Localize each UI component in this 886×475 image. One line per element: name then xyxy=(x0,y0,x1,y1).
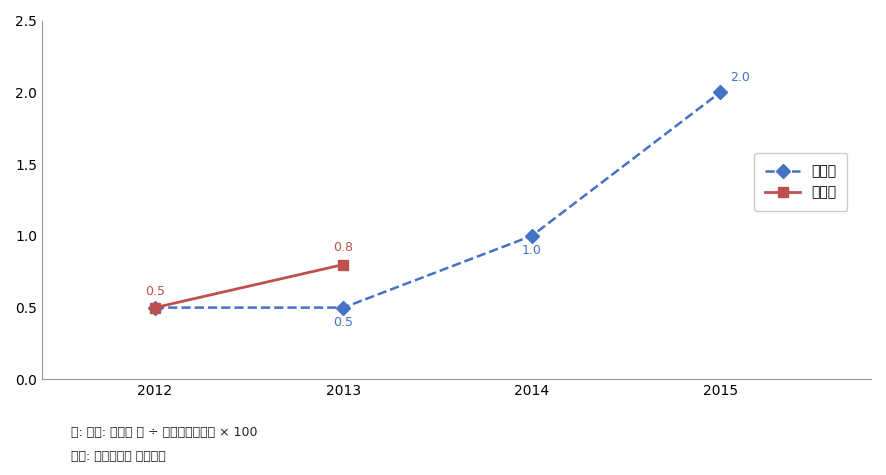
Text: 0.5: 0.5 xyxy=(145,285,165,297)
목표치 xyxy=(150,305,160,311)
목표치 xyxy=(338,305,349,311)
Line: 목표치: 목표치 xyxy=(150,87,725,313)
Text: 1.0: 1.0 xyxy=(522,245,541,257)
실측치 xyxy=(338,262,349,267)
Text: 0.5: 0.5 xyxy=(333,316,354,329)
Text: 2.0: 2.0 xyxy=(730,71,750,84)
Text: 주: 산식: 이용자 수 ÷ 산전후휴가자수 × 100: 주: 산식: 이용자 수 ÷ 산전후휴가자수 × 100 xyxy=(71,427,257,439)
실측치 xyxy=(150,305,160,311)
목표치 xyxy=(526,233,537,238)
Legend: 목표치, 실측치: 목표치, 실측치 xyxy=(754,153,848,210)
Line: 실측치: 실측치 xyxy=(150,260,348,313)
Text: 0.8: 0.8 xyxy=(333,241,354,255)
Text: 자료: 고용노동부 내부자료: 자료: 고용노동부 내부자료 xyxy=(71,450,166,463)
목표치 xyxy=(715,89,726,95)
